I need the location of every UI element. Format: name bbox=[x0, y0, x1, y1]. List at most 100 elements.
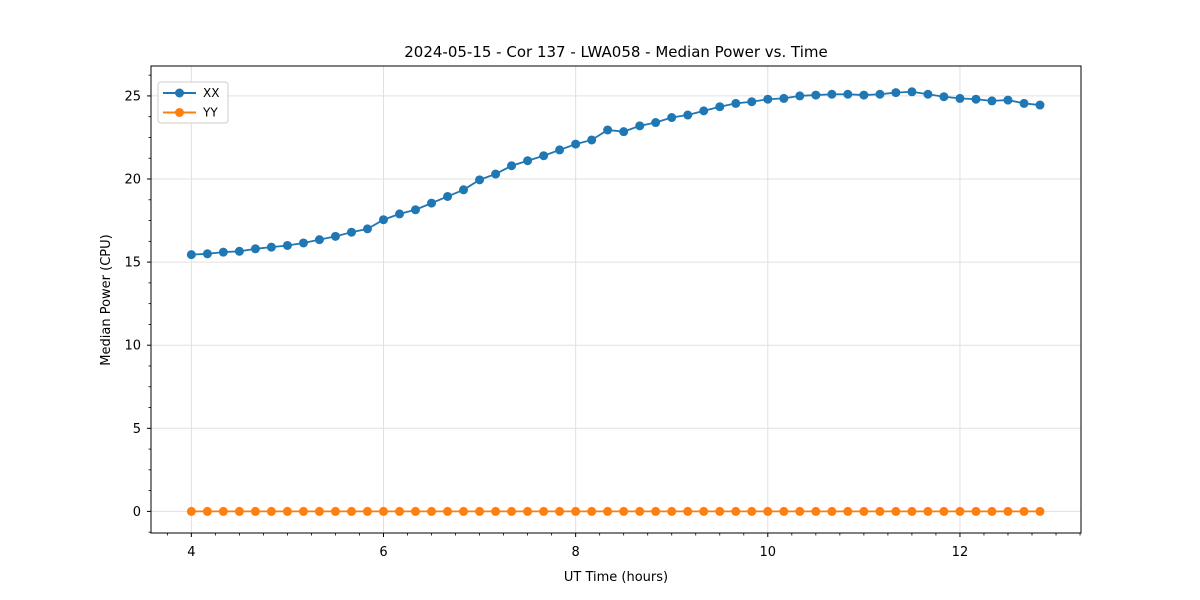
chart-title: 2024-05-15 - Cor 137 - LWA058 - Median P… bbox=[404, 43, 828, 61]
data-point-XX bbox=[603, 125, 613, 135]
data-point-YY bbox=[234, 506, 244, 516]
data-point-XX bbox=[555, 145, 565, 155]
data-point-YY bbox=[298, 506, 308, 516]
plot-frame bbox=[150, 65, 1082, 534]
data-point-XX bbox=[539, 151, 549, 161]
data-point-YY bbox=[731, 506, 741, 516]
data-point-XX bbox=[875, 89, 885, 99]
data-point-XX bbox=[202, 249, 212, 259]
data-point-XX bbox=[459, 185, 469, 195]
data-point-XX bbox=[282, 240, 292, 250]
data-point-YY bbox=[747, 506, 757, 516]
data-point-XX bbox=[218, 247, 228, 257]
data-point-XX bbox=[731, 98, 741, 108]
legend-label-XX: XX bbox=[203, 86, 219, 100]
data-point-XX bbox=[571, 139, 581, 149]
data-point-XX bbox=[651, 118, 661, 128]
data-point-XX bbox=[907, 87, 917, 97]
data-point-YY bbox=[779, 506, 789, 516]
y-tick-label-0: 0 bbox=[133, 505, 141, 520]
data-point-XX bbox=[827, 89, 837, 99]
data-point-YY bbox=[330, 506, 340, 516]
data-point-YY bbox=[699, 506, 709, 516]
data-point-YY bbox=[539, 506, 549, 516]
data-point-XX bbox=[811, 90, 821, 100]
data-point-XX bbox=[314, 235, 324, 245]
legend-marker-YY bbox=[175, 108, 184, 117]
data-point-YY bbox=[939, 506, 949, 516]
x-tick-label-4: 4 bbox=[187, 545, 195, 560]
data-point-XX bbox=[923, 89, 933, 99]
y-axis-label: Median Power (CPU) bbox=[99, 234, 114, 365]
data-point-XX bbox=[763, 94, 773, 104]
data-point-YY bbox=[971, 506, 981, 516]
data-point-XX bbox=[507, 161, 517, 171]
tick-layer: 4 6 8 10 12 0 5 10 15 20 25 bbox=[124, 74, 1081, 560]
data-point-YY bbox=[635, 506, 645, 516]
data-point-YY bbox=[571, 506, 581, 516]
data-point-YY bbox=[715, 506, 725, 516]
data-point-XX bbox=[971, 94, 981, 104]
data-point-YY bbox=[763, 506, 773, 516]
data-point-XX bbox=[347, 227, 357, 237]
data-point-XX bbox=[427, 198, 437, 208]
data-point-YY bbox=[314, 506, 324, 516]
data-point-XX bbox=[859, 90, 869, 100]
data-point-YY bbox=[859, 506, 869, 516]
data-point-XX bbox=[250, 244, 260, 254]
data-point-YY bbox=[811, 506, 821, 516]
y-tick-label-15: 15 bbox=[124, 256, 141, 271]
data-point-XX bbox=[843, 89, 853, 99]
y-tick-label-5: 5 bbox=[133, 422, 141, 437]
x-tick-label-6: 6 bbox=[379, 545, 387, 560]
data-point-YY bbox=[603, 506, 613, 516]
data-point-YY bbox=[347, 506, 357, 516]
data-point-XX bbox=[715, 102, 725, 112]
x-tick-label-12: 12 bbox=[952, 545, 969, 560]
grid-layer bbox=[151, 66, 1081, 533]
data-point-XX bbox=[1019, 98, 1029, 108]
legend-label-YY: YY bbox=[202, 106, 218, 120]
data-point-XX bbox=[939, 92, 949, 102]
data-point-YY bbox=[891, 506, 901, 516]
data-point-YY bbox=[379, 506, 388, 516]
data-point-YY bbox=[410, 506, 420, 516]
data-point-XX bbox=[955, 93, 965, 103]
data-point-XX bbox=[298, 238, 308, 248]
data-point-YY bbox=[427, 506, 437, 516]
data-point-YY bbox=[987, 506, 997, 516]
data-point-XX bbox=[891, 88, 901, 98]
data-point-YY bbox=[266, 506, 276, 516]
data-point-YY bbox=[443, 506, 453, 516]
y-tick-label-20: 20 bbox=[124, 173, 141, 188]
data-point-XX bbox=[795, 91, 805, 101]
data-point-XX bbox=[779, 93, 789, 103]
data-point-XX bbox=[475, 175, 485, 185]
x-tick-label-8: 8 bbox=[572, 545, 580, 560]
data-point-XX bbox=[491, 169, 501, 179]
series-layer bbox=[186, 87, 1045, 516]
data-point-YY bbox=[955, 506, 965, 516]
x-axis-label: UT Time (hours) bbox=[564, 570, 668, 585]
data-point-XX bbox=[635, 121, 645, 131]
data-point-XX bbox=[395, 209, 405, 219]
y-tick-label-25: 25 bbox=[124, 89, 141, 104]
legend-marker-XX bbox=[175, 88, 184, 98]
data-point-XX bbox=[987, 96, 997, 106]
data-point-XX bbox=[362, 224, 372, 234]
data-point-YY bbox=[1003, 506, 1013, 516]
data-point-XX bbox=[443, 191, 453, 201]
data-point-XX bbox=[667, 113, 677, 123]
data-point-YY bbox=[875, 506, 885, 516]
series-YY bbox=[186, 506, 1045, 516]
legend-item-XX: XX bbox=[163, 86, 219, 100]
data-point-XX bbox=[587, 135, 597, 145]
data-point-YY bbox=[827, 506, 837, 516]
data-point-XX bbox=[683, 110, 693, 120]
data-point-YY bbox=[587, 506, 597, 516]
data-point-YY bbox=[795, 506, 805, 516]
data-point-YY bbox=[923, 506, 933, 516]
data-point-XX bbox=[410, 205, 420, 215]
data-point-YY bbox=[667, 506, 677, 516]
